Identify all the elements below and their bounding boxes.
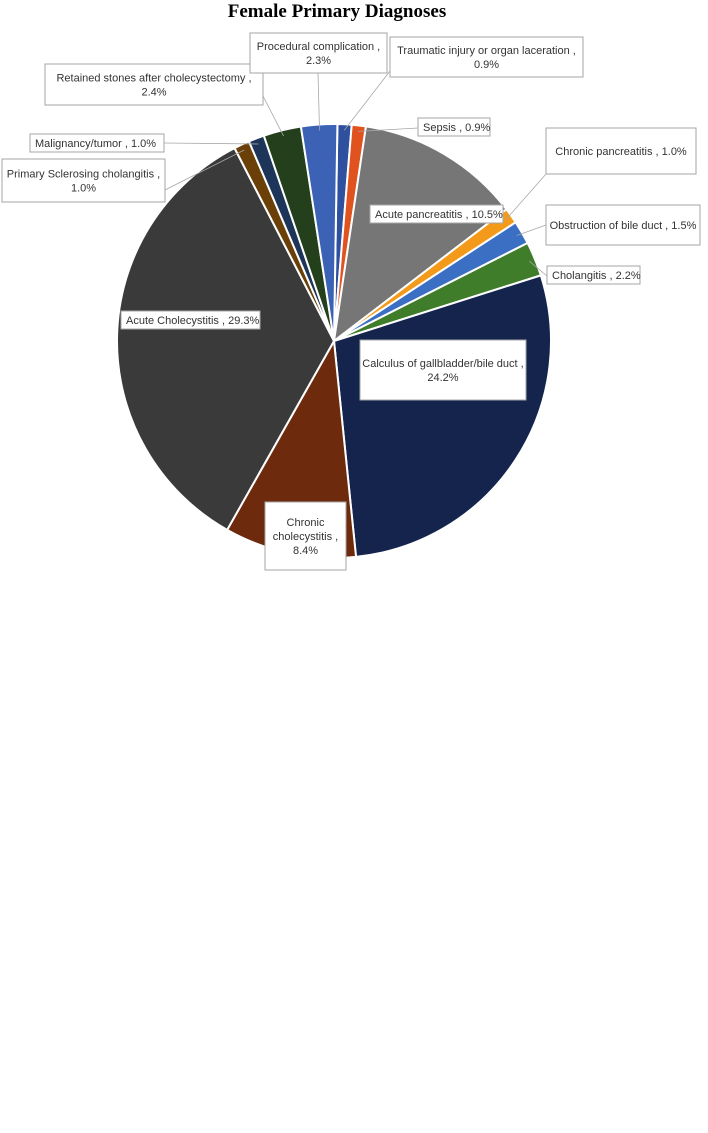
- data-label-text: 2.3%: [306, 55, 331, 67]
- leader-lines: [163, 70, 548, 277]
- data-label-text: Procedural complication ,: [257, 41, 381, 53]
- data-label-text: 24.2%: [427, 372, 458, 384]
- leader-line-malignancy-tumor: [163, 142, 259, 145]
- data-label-acute-cholecystitis: Acute Cholecystitis , 29.3%: [120, 310, 261, 330]
- data-label-box: [545, 204, 701, 246]
- data-label-procedural-complication: Procedural complication , 2.3%: [249, 32, 388, 74]
- data-label-box: [249, 32, 388, 74]
- data-label-box: [120, 310, 261, 330]
- data-label-primary-sclerosing-cholangitis: Primary Sclerosing cholangitis , 1.0%: [1, 158, 166, 203]
- data-label-box: [417, 117, 491, 137]
- data-label-traumatic-injury-or-organ-laceration: Traumatic injury or organ laceration , 0.…: [389, 36, 584, 78]
- data-label-text: Cholangitis , 2.2%: [552, 270, 641, 282]
- data-label-text: Malignancy/tumor , 1.0%: [35, 138, 156, 150]
- data-label-text: Acute Cholecystitis , 29.3%: [126, 315, 260, 327]
- data-label-obstruction-of-bile-duct: Obstruction of bile duct , 1.5%: [545, 204, 701, 246]
- data-label-text: Retained stones after cholecystectomy ,: [56, 73, 251, 85]
- data-label-text: cholecystitis ,: [273, 531, 338, 543]
- data-label-box: [389, 36, 584, 78]
- leader-line-sepsis: [358, 127, 419, 132]
- leader-line-procedural-complication: [317, 72, 320, 131]
- data-label-text: Acute pancreatitis , 10.5%: [375, 209, 503, 221]
- data-label-calculus-of-gallbladder-bile-duct: Calculus of gallbladder/bile duct , 24.2%: [359, 339, 527, 401]
- data-label-text: 2.4%: [141, 87, 166, 99]
- data-label-text: Chronic pancreatitis , 1.0%: [555, 146, 687, 158]
- data-label-text: Calculus of gallbladder/bile duct ,: [362, 358, 523, 370]
- data-label-box: [29, 133, 165, 153]
- data-label-box: [264, 501, 347, 571]
- data-label-cholangitis: Cholangitis , 2.2%: [546, 265, 641, 285]
- data-label-text: 0.9%: [474, 59, 499, 71]
- data-label-text: 1.0%: [71, 183, 96, 195]
- data-label-box: [44, 63, 264, 106]
- data-label-sepsis: Sepsis , 0.9%: [417, 117, 491, 137]
- data-label-text: Primary Sclerosing cholangitis ,: [7, 169, 160, 181]
- leader-line-traumatic-injury-or-organ-laceration: [343, 70, 391, 131]
- data-labels: Traumatic injury or organ laceration , 0.…: [1, 32, 701, 571]
- data-label-text: Sepsis , 0.9%: [423, 122, 490, 134]
- data-label-retained-stones-after-cholecystectomy: Retained stones after cholecystectomy , 2…: [44, 63, 264, 106]
- leader-line-obstruction-of-bile-duct: [516, 224, 547, 236]
- data-label-text: 8.4%: [293, 545, 318, 557]
- data-label-text: Chronic: [287, 517, 325, 529]
- leader-line-primary-sclerosing-cholangitis: [164, 149, 245, 191]
- pie-slice-acute-cholecystitis: [116, 146, 336, 532]
- data-label-box: [359, 339, 527, 401]
- chart-title: Female Primary Diagnoses: [228, 1, 446, 22]
- data-label-text: Obstruction of bile duct , 1.5%: [550, 220, 697, 232]
- data-label-box: [545, 127, 697, 175]
- leader-line-retained-stones-after-cholecystectomy: [262, 95, 284, 137]
- data-label-box: [1, 158, 166, 203]
- data-label-chronic-cholecystitis: Chronic cholecystitis , 8.4%: [264, 501, 347, 571]
- data-label-box: [369, 204, 504, 224]
- leader-line-cholangitis: [529, 260, 548, 277]
- data-label-text: Traumatic injury or organ laceration ,: [397, 45, 576, 57]
- data-label-chronic-pancreatitis: Chronic pancreatitis , 1.0%: [545, 127, 697, 175]
- pie-slice-acute-pancreatitis: [332, 125, 508, 344]
- data-label-acute-pancreatitis: Acute pancreatitis , 10.5%: [369, 204, 504, 224]
- data-label-malignancy-tumor: Malignancy/tumor , 1.0%: [29, 133, 165, 153]
- data-label-box: [546, 265, 641, 285]
- leader-line-chronic-pancreatitis: [505, 173, 547, 220]
